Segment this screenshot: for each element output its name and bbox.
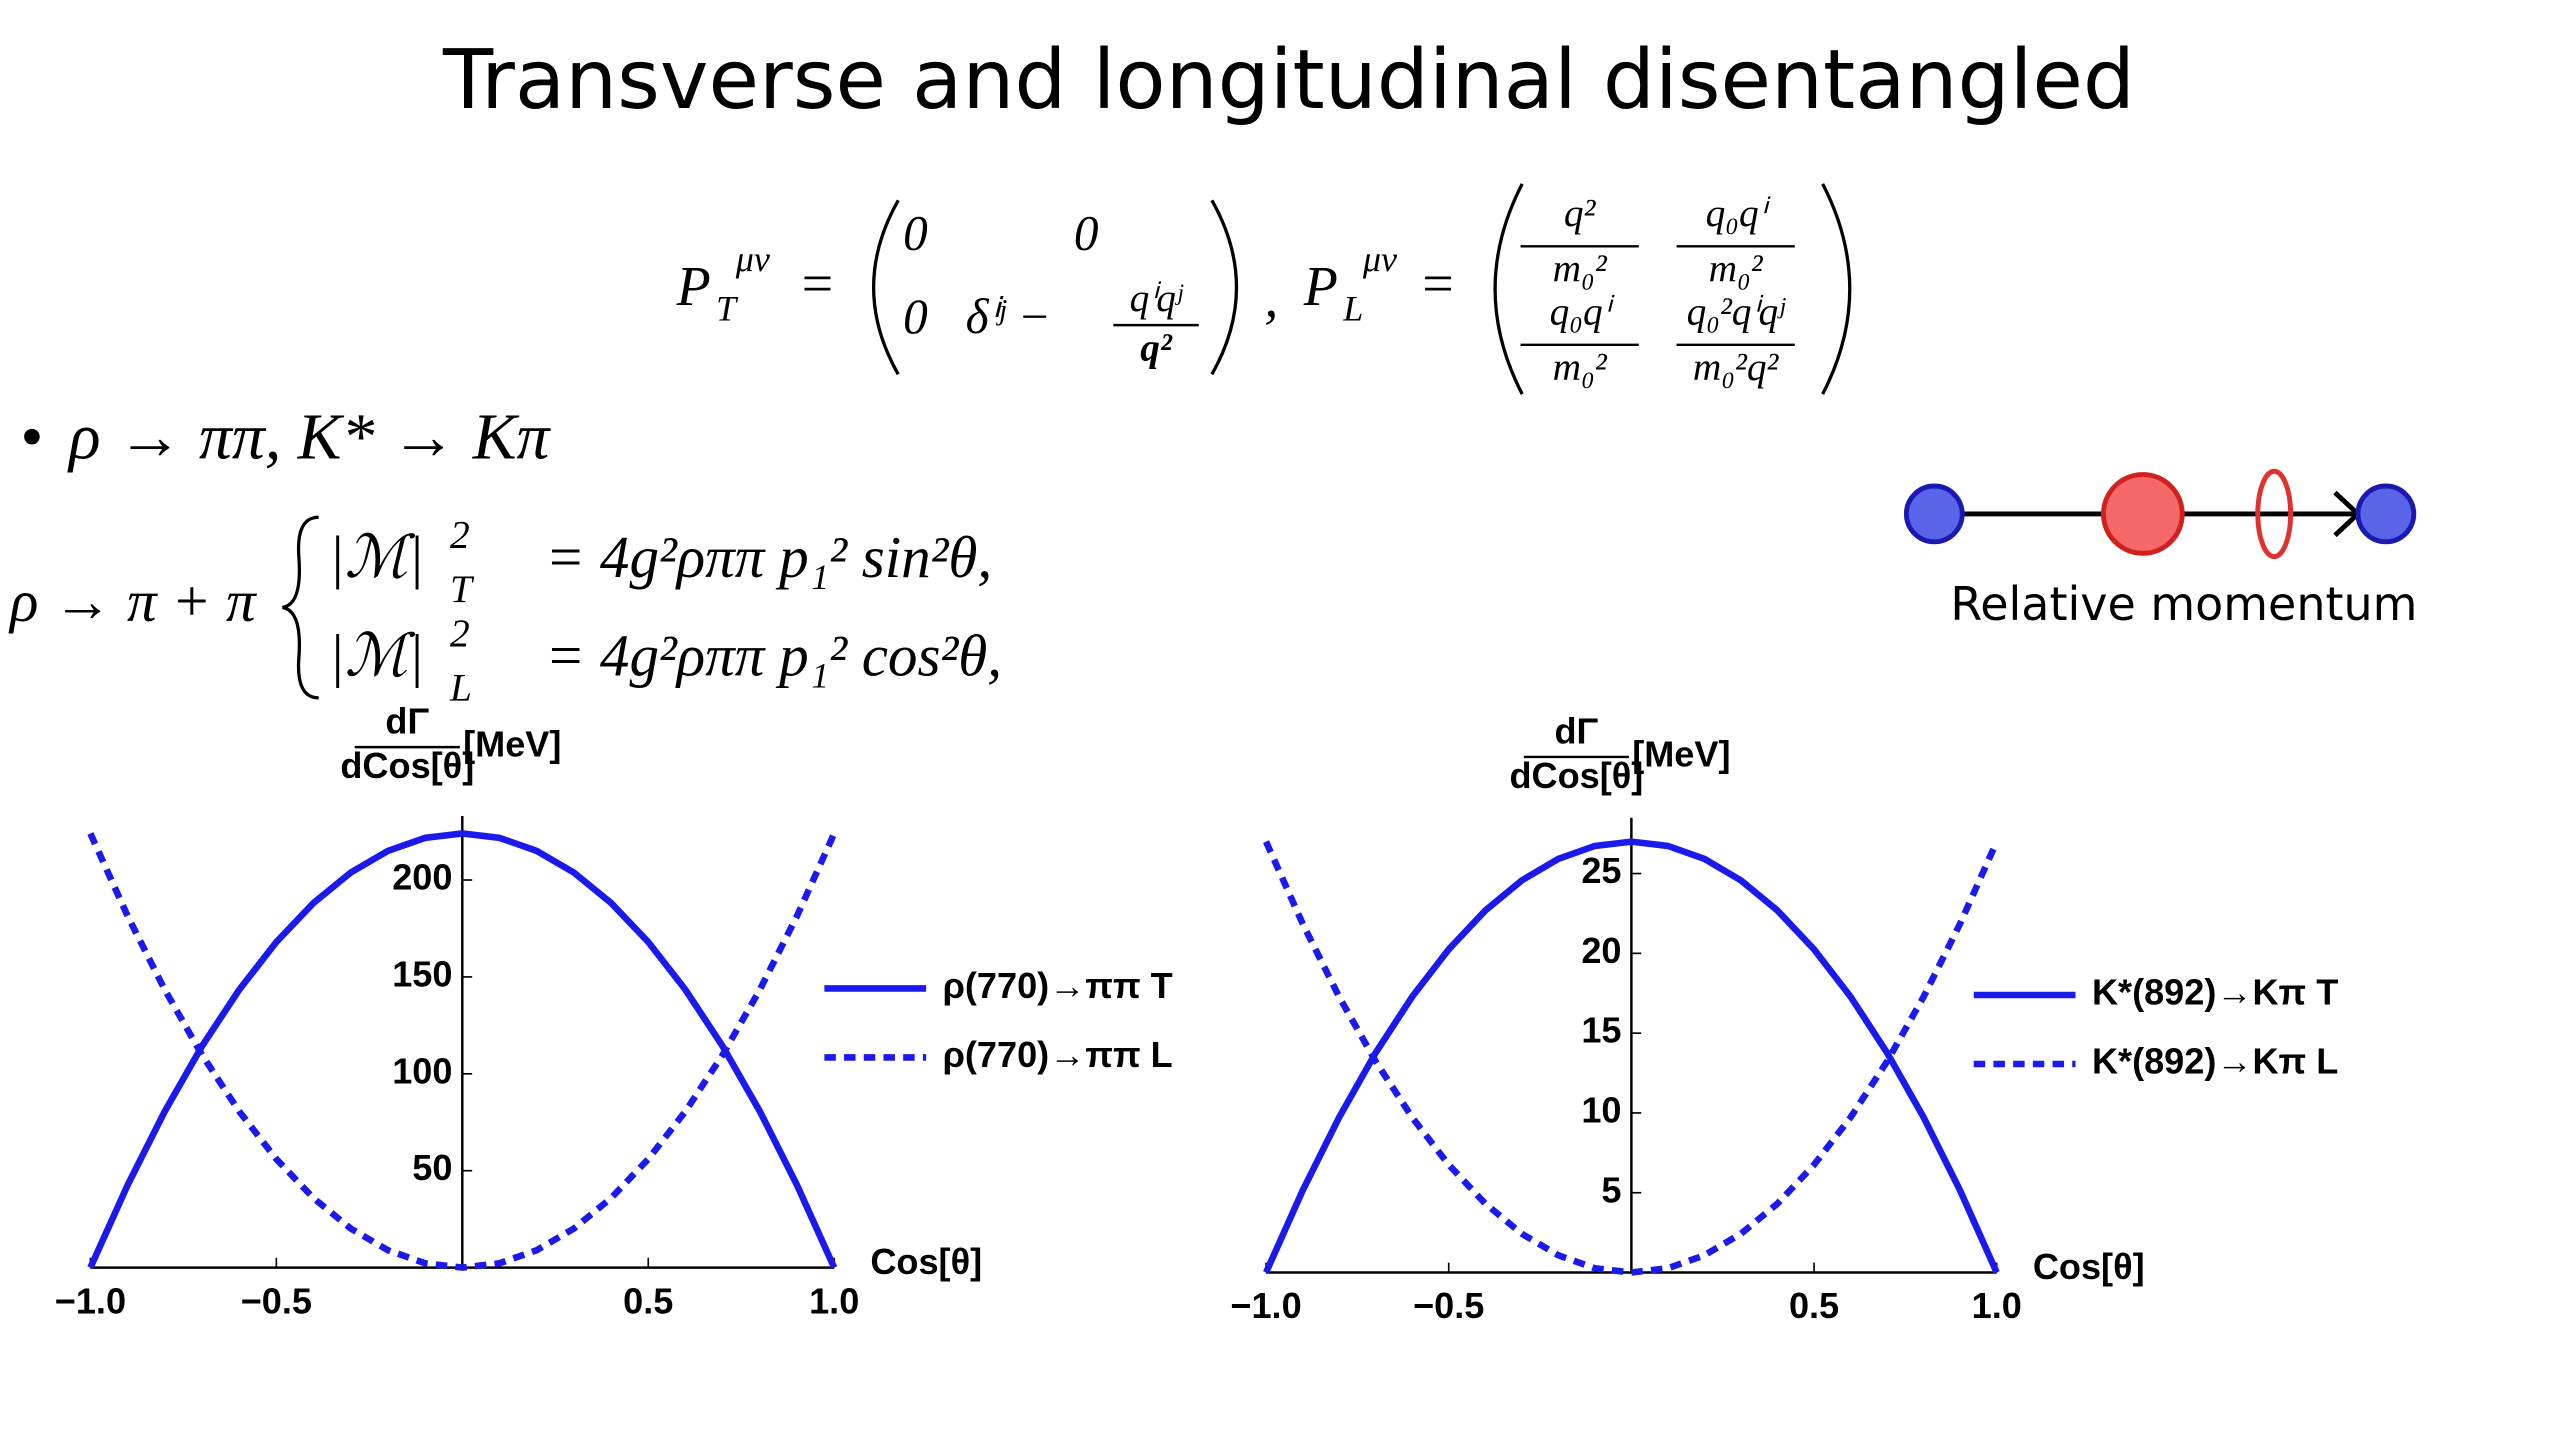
frac-num: q₀²qⁱqʲ: [1687, 289, 1787, 333]
frac-den: m₀²: [1553, 345, 1608, 389]
x-tick-label: −1.0: [55, 1280, 126, 1321]
y-label-den: dCos[θ]: [1509, 755, 1643, 796]
y-tick-label: 10: [1581, 1089, 1621, 1130]
y-tick-label: 20: [1581, 930, 1621, 971]
y-tick-label: 25: [1581, 850, 1621, 891]
pion: [1903, 483, 1965, 545]
y-tick-label: 5: [1601, 1169, 1621, 1210]
paren: [871, 199, 900, 376]
amp-rhs: = 4g²ρππ p₁² cos²θ,: [545, 622, 1002, 688]
pion: [2355, 483, 2417, 545]
y-label-num: dΓ: [385, 701, 429, 742]
frac-num: q₀qⁱ: [1550, 289, 1615, 333]
symbol: P: [1303, 256, 1338, 318]
y-label-den: dCos[θ]: [340, 745, 474, 786]
sup: μν: [1362, 239, 1398, 279]
legend-label: ρ(770)→ππ T: [943, 965, 1173, 1006]
amp-sub: T: [450, 567, 475, 611]
equals: =: [1419, 253, 1457, 315]
y-tick-label: 200: [392, 857, 452, 898]
amp-sup: 2: [450, 611, 470, 655]
y-tick-label: 150: [392, 953, 452, 994]
x-tick-label: 1.0: [809, 1280, 859, 1321]
y-label-unit: [MeV]: [1632, 733, 1730, 774]
series-line: [87, 830, 838, 1269]
series-line: [1263, 838, 2000, 1274]
y-label-num: dΓ: [1554, 711, 1598, 752]
x-tick-label: 1.0: [1972, 1285, 2022, 1326]
chart: −1.0 −0.5 0.5 1.0 50 100 150 200 Cos[θ] dΓdCos[θ]…: [55, 701, 1173, 1322]
entry: 0: [1074, 205, 1099, 260]
frac-den: m₀²: [1709, 247, 1764, 291]
y-tick-label: 50: [412, 1147, 452, 1188]
x-tick-label: −1.0: [1230, 1285, 1301, 1326]
frac-den: m₀²q²: [1693, 345, 1780, 389]
legend-label: K*(892)→Kπ T: [2092, 972, 2338, 1013]
x-tick-label: 0.5: [623, 1280, 673, 1321]
sub: T: [716, 288, 739, 328]
frac-num: q²: [1564, 191, 1597, 235]
rotation: [2255, 468, 2294, 560]
y-label-unit: [MeV]: [463, 724, 561, 765]
relative-momentum-diagram: Relative momentum: [1903, 468, 2417, 631]
diagram-label: Relative momentum: [1950, 577, 2417, 631]
sup: μν: [735, 239, 771, 279]
bullet-text: ρ → ππ, K* → Kπ: [67, 400, 552, 473]
decay-lhs: ρ → π + π: [8, 568, 257, 634]
paren: [1210, 199, 1239, 376]
x-tick-label: −0.5: [241, 1280, 312, 1321]
amp-sub: L: [449, 665, 472, 709]
slide-title: Transverse and longitudinal disentangled: [442, 33, 2135, 128]
bullet-dot: •: [20, 400, 43, 473]
frac-den: m₀²: [1553, 247, 1608, 291]
legend-label: ρ(770)→ππ L: [943, 1034, 1173, 1075]
comma: ,: [1264, 268, 1278, 330]
equals: =: [798, 253, 836, 315]
frac-num: q₀qⁱ: [1706, 191, 1771, 235]
amp-sup: 2: [450, 513, 470, 557]
chart: −1.0 −0.5 0.5 1.0 5 10 15 20 25 Cos[θ] dΓdCos[θ][M…: [1230, 711, 2338, 1327]
entry: δⁱʲ −: [966, 289, 1051, 344]
background: [3, 0, 2557, 1440]
y-tick-label: 15: [1581, 1010, 1621, 1051]
x-axis-label: Cos[θ]: [2033, 1246, 2145, 1287]
series-line: [1263, 840, 2000, 1276]
rho: [2100, 472, 2185, 556]
x-tick-label: −0.5: [1413, 1285, 1484, 1326]
x-axis-label: Cos[θ]: [870, 1241, 982, 1282]
legend-label: K*(892)→Kπ L: [2092, 1041, 2338, 1082]
sub: L: [1342, 288, 1363, 328]
paren: [1821, 183, 1852, 395]
entry: 0: [903, 205, 928, 260]
x-tick-label: 0.5: [1789, 1285, 1839, 1326]
amplitude: |ℳ|: [328, 622, 424, 688]
brace: [282, 515, 319, 700]
symbol: P: [676, 256, 711, 318]
projector-t: P μν T = 0 0 0 δⁱʲ − qⁱqʲ q² ,: [676, 199, 1278, 376]
entry: 0: [903, 289, 928, 344]
amplitude: |ℳ|: [328, 524, 424, 590]
series-line: [87, 832, 838, 1271]
frac-den: q²: [1140, 325, 1173, 369]
paren: [1493, 183, 1524, 395]
y-tick-label: 100: [392, 1050, 452, 1091]
projector-l: P μν L =: [1303, 183, 1852, 395]
frac-num: qⁱqʲ: [1130, 276, 1184, 320]
amp-rhs: = 4g²ρππ p₁² sin²θ,: [545, 524, 992, 590]
